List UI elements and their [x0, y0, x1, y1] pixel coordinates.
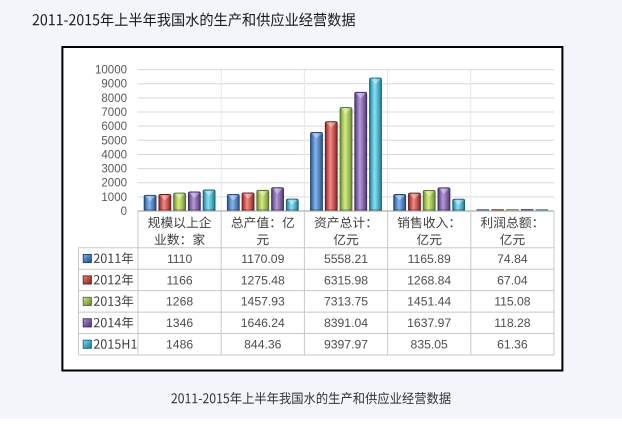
svg-text:1346: 1346 — [166, 316, 193, 330]
svg-text:7313.75: 7313.75 — [324, 295, 368, 309]
svg-text:6315.98: 6315.98 — [324, 273, 368, 287]
svg-text:1637.97: 1637.97 — [407, 316, 451, 330]
svg-text:1451.44: 1451.44 — [407, 295, 451, 309]
svg-text:1165.89: 1165.89 — [408, 252, 451, 266]
svg-text:9000: 9000 — [101, 79, 127, 91]
svg-text:115.08: 115.08 — [494, 295, 531, 309]
svg-text:67.04: 67.04 — [497, 273, 528, 287]
svg-text:5000: 5000 — [101, 135, 127, 147]
svg-text:1000: 1000 — [101, 192, 127, 204]
svg-text:2000: 2000 — [101, 178, 127, 190]
svg-text:7000: 7000 — [101, 107, 127, 119]
svg-text:5558.21: 5558.21 — [324, 252, 368, 266]
svg-text:1646.24: 1646.24 — [241, 316, 285, 330]
svg-text:118.28: 118.28 — [494, 316, 531, 330]
svg-text:835.05: 835.05 — [411, 338, 448, 352]
svg-text:1275.48: 1275.48 — [241, 273, 285, 287]
svg-text:0: 0 — [121, 206, 127, 218]
svg-text:1486: 1486 — [166, 338, 193, 352]
svg-text:844.36: 844.36 — [244, 338, 281, 352]
svg-text:1170.09: 1170.09 — [241, 252, 284, 266]
svg-text:10000: 10000 — [95, 65, 127, 77]
svg-text:4000: 4000 — [101, 149, 127, 161]
svg-text:1457.93: 1457.93 — [241, 295, 285, 309]
svg-text:1110: 1110 — [167, 252, 193, 266]
svg-text:74.84: 74.84 — [497, 252, 528, 266]
svg-text:1268.84: 1268.84 — [407, 273, 451, 287]
svg-text:9397.97: 9397.97 — [324, 338, 368, 352]
svg-text:6000: 6000 — [101, 121, 127, 133]
svg-text:61.36: 61.36 — [497, 338, 528, 352]
svg-text:8391.04: 8391.04 — [324, 316, 368, 330]
svg-text:3000: 3000 — [101, 164, 127, 176]
svg-text:1166: 1166 — [166, 273, 192, 287]
svg-text:1268: 1268 — [166, 295, 193, 309]
svg-text:8000: 8000 — [101, 93, 127, 105]
